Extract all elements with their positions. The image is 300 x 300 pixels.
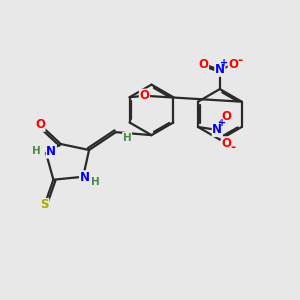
- Text: S: S: [40, 199, 49, 212]
- Text: O: O: [35, 118, 45, 131]
- Text: O: O: [228, 58, 238, 71]
- Text: N: N: [215, 63, 225, 76]
- Text: O: O: [140, 89, 149, 102]
- Text: -: -: [237, 54, 242, 67]
- Text: +: +: [218, 118, 226, 128]
- Text: H: H: [32, 146, 41, 157]
- Text: +: +: [220, 58, 228, 68]
- Text: O: O: [221, 137, 231, 150]
- Text: O: O: [199, 58, 208, 71]
- Text: N: N: [212, 123, 222, 136]
- Text: -: -: [230, 141, 235, 154]
- Text: H: H: [91, 177, 100, 187]
- Text: N: N: [80, 171, 90, 184]
- Text: N: N: [46, 145, 56, 158]
- Text: O: O: [221, 110, 231, 123]
- Text: H: H: [123, 133, 131, 142]
